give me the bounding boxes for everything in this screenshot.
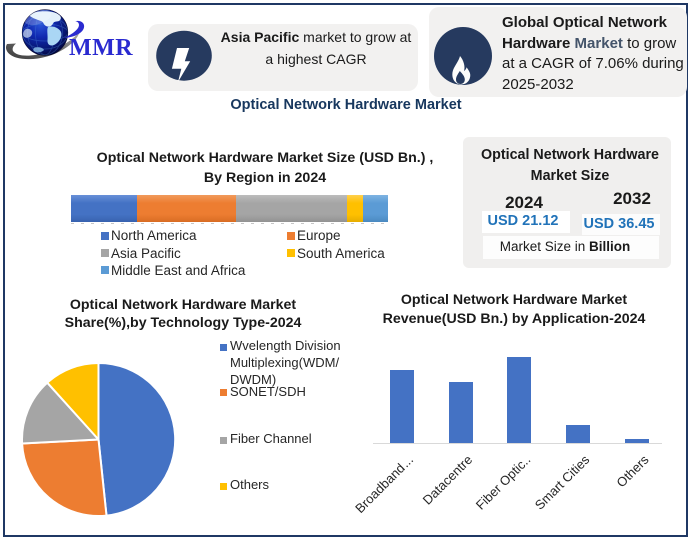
svg-text:MMR: MMR [69,35,133,61]
